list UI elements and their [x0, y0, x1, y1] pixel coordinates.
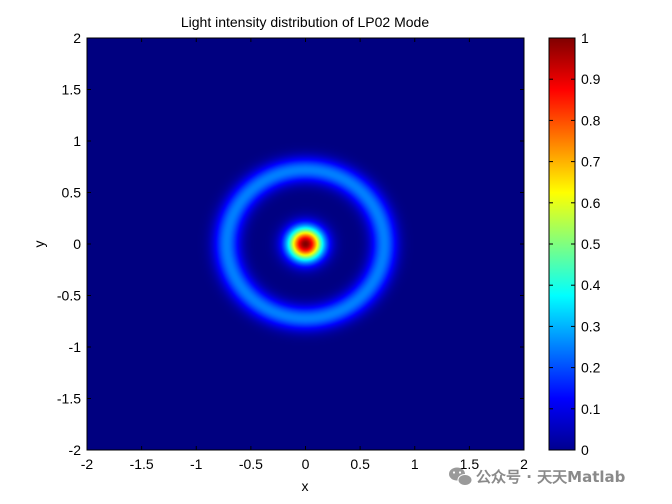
colorbar-ticks: 0 0.1 0.2 0.3 0.4 0.5 0.6 0.7 0.8 0.9 1: [549, 30, 601, 458]
x-tick-label: -1.5: [130, 456, 154, 472]
y-axis-label: y: [31, 241, 47, 248]
y-tick-label: -1.5: [57, 391, 81, 407]
x-tick-label: -2: [81, 456, 94, 472]
colorbar-tick-label: 0: [581, 442, 589, 458]
colorbar-tick-label: 0.3: [581, 318, 601, 334]
x-axis-label: x: [302, 478, 309, 494]
y-tick-label: -2: [69, 442, 82, 458]
colorbar-tick-label: 0.7: [581, 154, 601, 170]
y-tick-label: 2: [73, 30, 81, 46]
x-tick-label: 1: [411, 456, 419, 472]
x-axis-ticks: -2 -1.5 -1 -0.5 0 0.5 1 1.5 2: [81, 38, 528, 472]
x-tick-label: 1.5: [460, 456, 480, 472]
x-tick-label: 0: [302, 456, 310, 472]
colorbar: 0 0.1 0.2 0.3 0.4 0.5 0.6 0.7 0.8 0.9 1: [548, 30, 601, 458]
colorbar-gradient: [549, 38, 575, 450]
y-tick-label: 1: [73, 133, 81, 149]
colorbar-tick-label: 1: [581, 30, 589, 46]
colorbar-tick-label: 0.6: [581, 195, 601, 211]
intensity-heatmap: [87, 38, 524, 450]
x-tick-label: -0.5: [239, 456, 263, 472]
plot-area: -2 -1.5 -1 -0.5 0 0.5 1 1.5 2 -2 -1.5 -1 -0.5 0 0.5 1 1…: [57, 30, 528, 472]
y-tick-label: -0.5: [57, 288, 81, 304]
y-tick-label: -1: [69, 339, 82, 355]
colorbar-tick-label: 0.4: [581, 277, 601, 293]
y-tick-label: 1.5: [62, 82, 82, 98]
y-tick-label: 0: [73, 236, 81, 252]
colorbar-tick-label: 0.1: [581, 401, 601, 417]
colorbar-tick-label: 0.5: [581, 236, 601, 252]
wechat-icon: [449, 467, 473, 486]
chart-title: Light intensity distribution of LP02 Mod…: [181, 14, 429, 30]
colorbar-tick-label: 0.9: [581, 71, 601, 87]
colorbar-tick-label: 0.8: [581, 112, 601, 128]
watermark: 公众号 · 天天Matlab: [449, 467, 626, 486]
y-axis-ticks: -2 -1.5 -1 -0.5 0 0.5 1 1.5 2: [57, 30, 524, 458]
y-tick-label: 0.5: [62, 185, 82, 201]
colorbar-tick-label: 0.2: [581, 360, 601, 376]
x-tick-label: 0.5: [350, 456, 370, 472]
x-tick-label: 2: [520, 456, 528, 472]
watermark-text: 公众号 · 天天Matlab: [476, 468, 626, 486]
x-tick-label: -1: [190, 456, 203, 472]
